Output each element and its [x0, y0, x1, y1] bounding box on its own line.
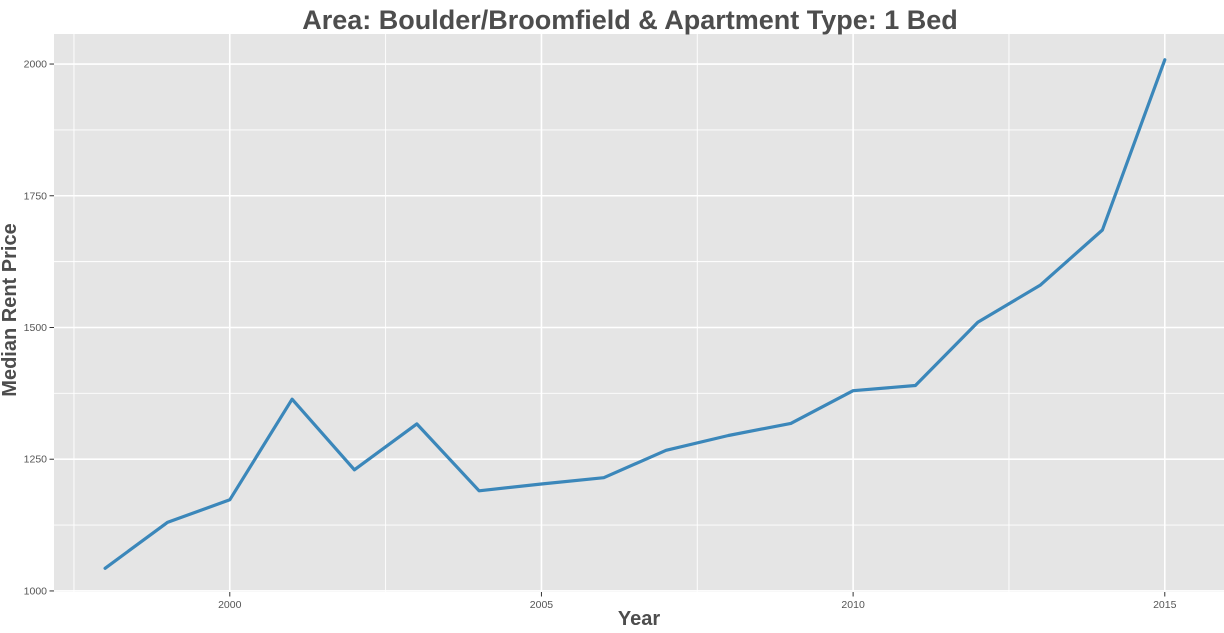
plot-panel — [54, 34, 1224, 592]
x-tick-label: 2005 — [530, 599, 554, 611]
y-axis-label: Median Rent Price — [0, 223, 21, 396]
y-tick-label: 1750 — [24, 190, 48, 202]
major-gridlines — [54, 34, 1224, 592]
y-axis-tick-labels: 1000 1250 1500 1750 2000 — [24, 59, 48, 598]
axis-tick-marks — [49, 63, 1166, 597]
y-tick-label: 1500 — [24, 322, 48, 334]
x-axis-tick-labels: 2000 2005 2010 2015 — [218, 599, 1177, 611]
y-tick-label: 1000 — [24, 585, 48, 597]
y-tick-label: 1250 — [24, 454, 48, 466]
median-rent-line — [103, 58, 1167, 570]
minor-gridlines — [54, 34, 1224, 592]
x-axis-label: Year — [618, 608, 660, 630]
x-tick-label: 2000 — [218, 599, 242, 611]
x-tick-label: 2015 — [1153, 599, 1177, 611]
y-tick-label: 2000 — [24, 59, 48, 71]
chart-title: Area: Boulder/Broomfield & Apartment Typ… — [302, 5, 958, 35]
x-tick-label: 2010 — [841, 599, 865, 611]
